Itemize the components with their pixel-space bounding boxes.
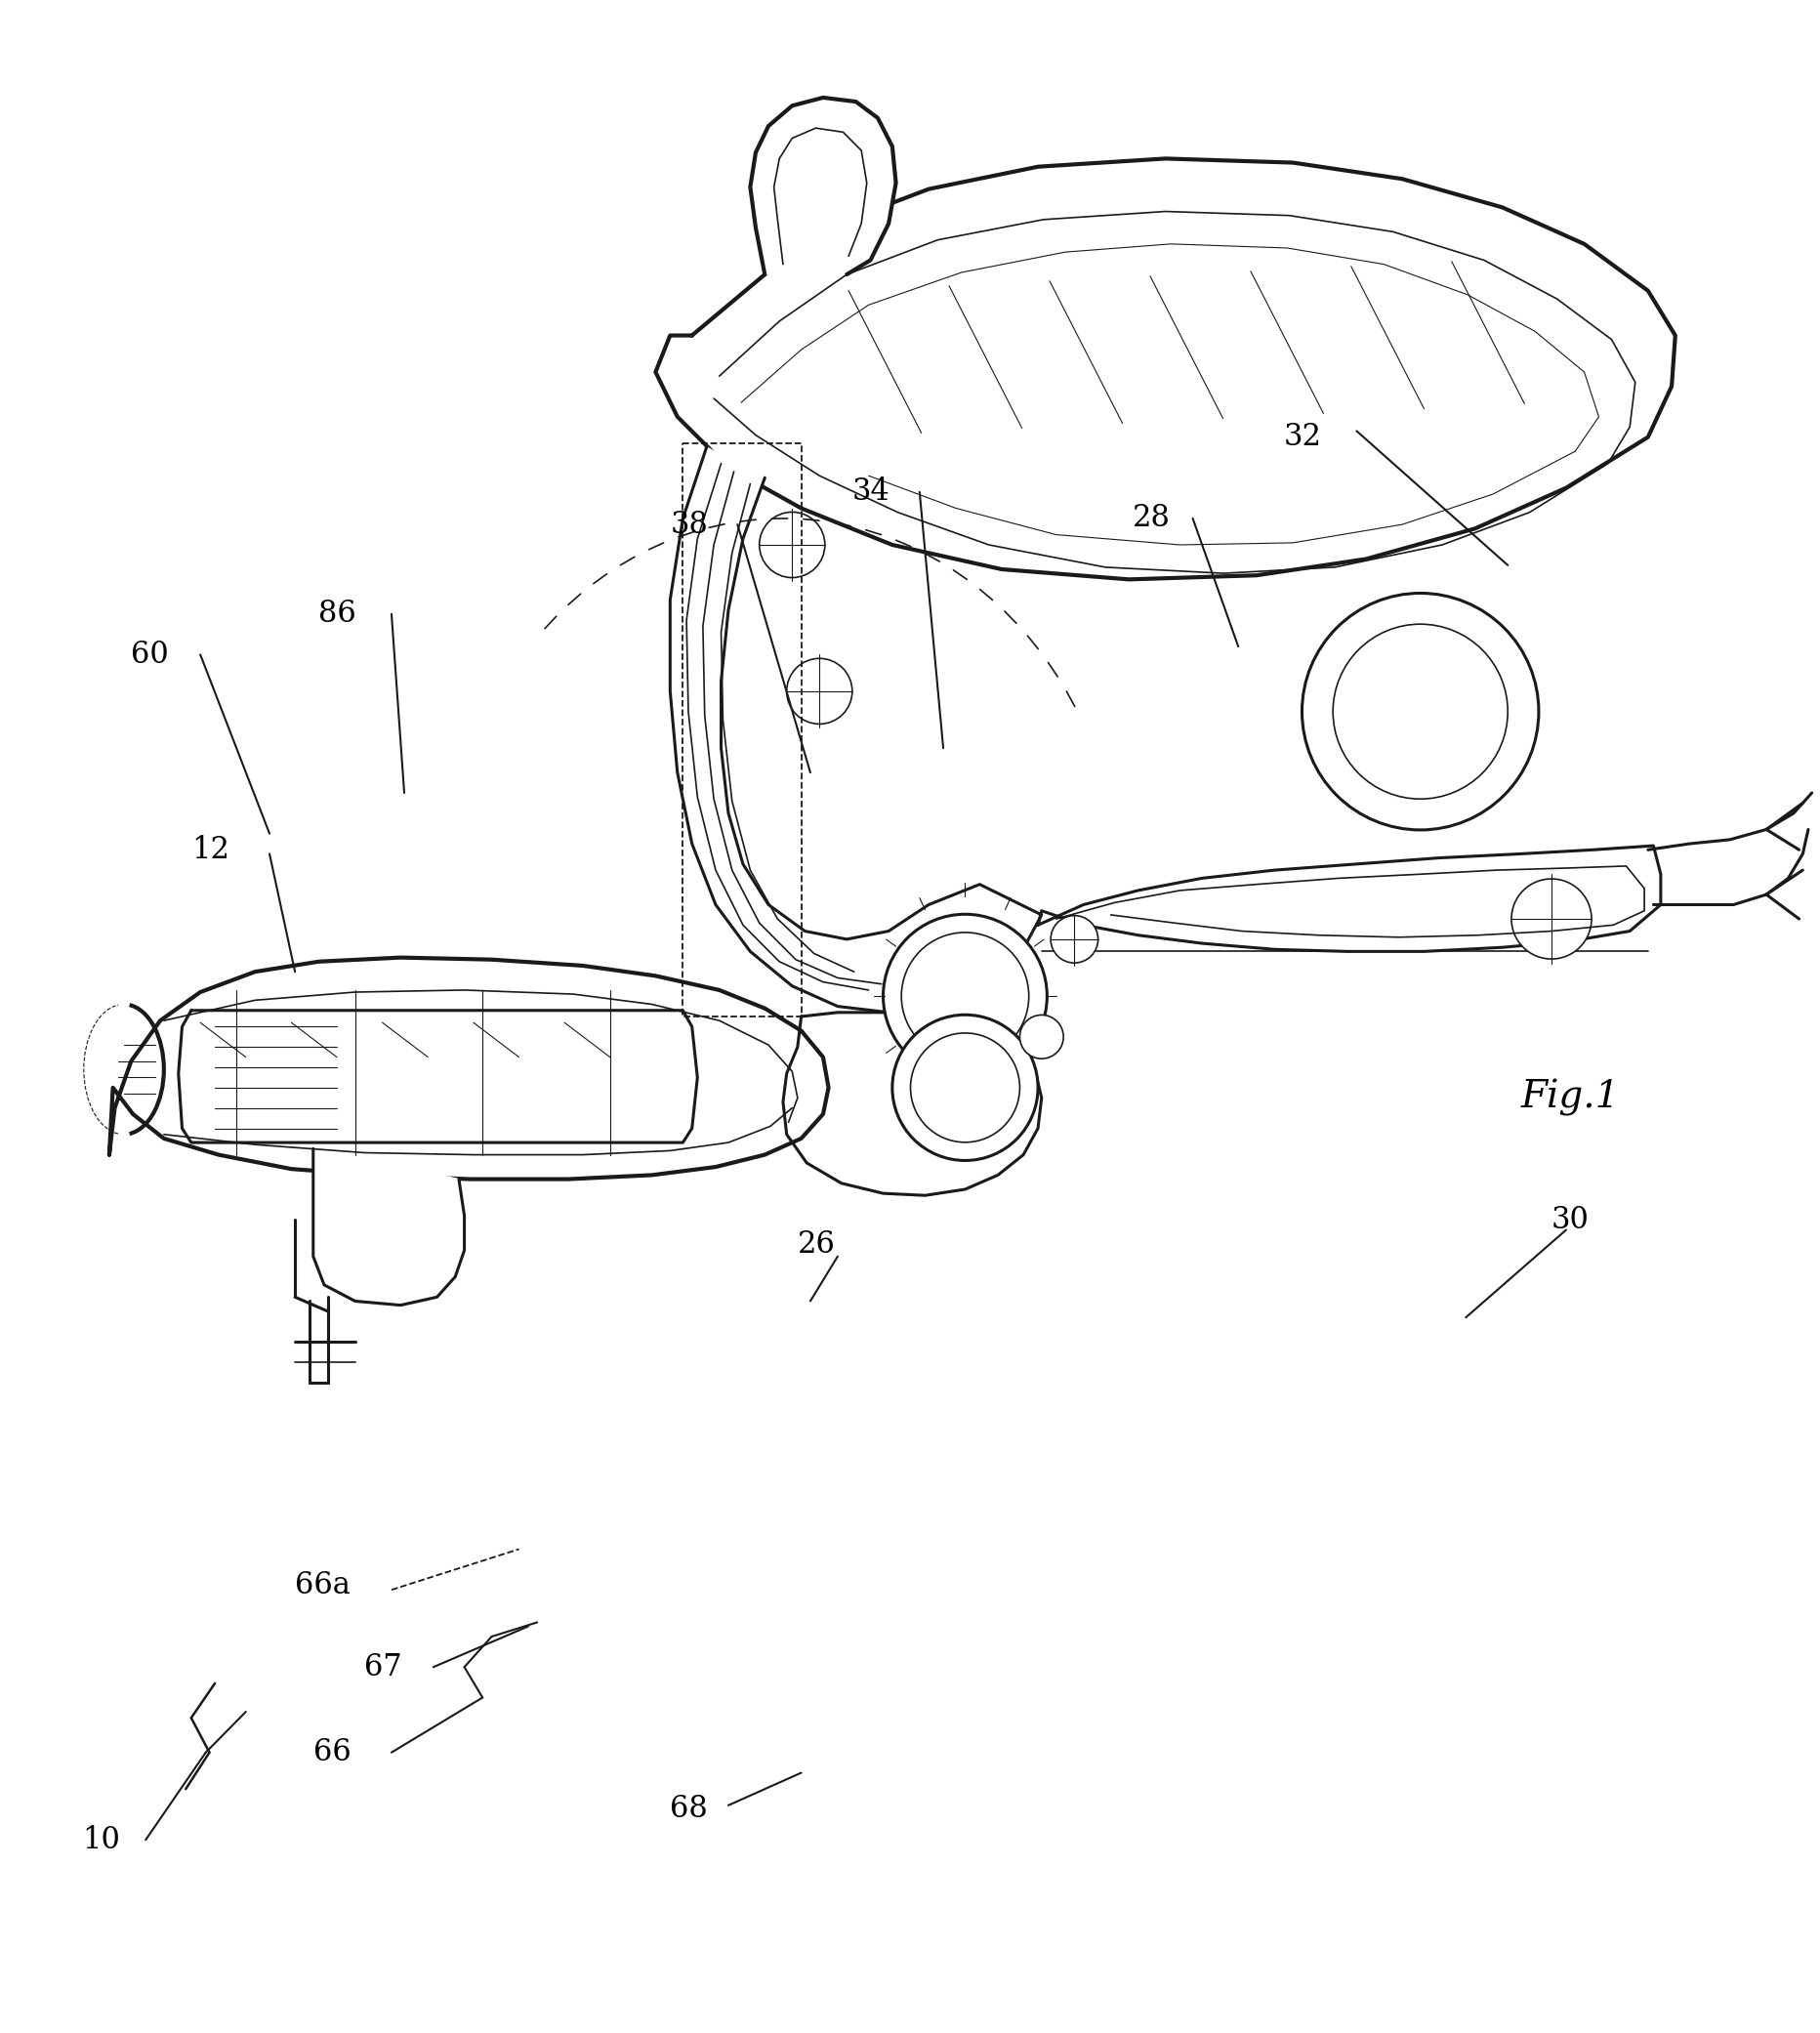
Text: 60: 60 bbox=[131, 640, 169, 669]
Circle shape bbox=[910, 1033, 1019, 1143]
Text: 26: 26 bbox=[797, 1230, 835, 1258]
Polygon shape bbox=[750, 98, 895, 274]
Polygon shape bbox=[1037, 846, 1660, 951]
Circle shape bbox=[1332, 624, 1507, 799]
Circle shape bbox=[759, 512, 824, 577]
Polygon shape bbox=[783, 1012, 1041, 1195]
Text: 68: 68 bbox=[670, 1795, 708, 1824]
Circle shape bbox=[901, 933, 1028, 1059]
Circle shape bbox=[883, 915, 1046, 1077]
Text: Fig.1: Fig.1 bbox=[1520, 1080, 1618, 1116]
Text: 38: 38 bbox=[670, 510, 708, 539]
Text: 10: 10 bbox=[82, 1826, 120, 1854]
Polygon shape bbox=[655, 159, 1674, 579]
Circle shape bbox=[1050, 915, 1097, 964]
Circle shape bbox=[892, 1014, 1037, 1161]
Circle shape bbox=[1301, 594, 1538, 829]
Circle shape bbox=[1019, 1014, 1063, 1059]
Polygon shape bbox=[313, 1149, 464, 1305]
Text: 12: 12 bbox=[191, 836, 229, 864]
Text: 30: 30 bbox=[1551, 1206, 1589, 1234]
Text: 67: 67 bbox=[364, 1653, 402, 1681]
Text: 34: 34 bbox=[852, 478, 890, 506]
Polygon shape bbox=[178, 1010, 697, 1143]
Text: 28: 28 bbox=[1132, 504, 1170, 533]
Polygon shape bbox=[109, 958, 828, 1179]
Text: 86: 86 bbox=[318, 600, 357, 628]
Circle shape bbox=[1511, 878, 1591, 960]
Text: 66: 66 bbox=[313, 1738, 351, 1767]
Circle shape bbox=[786, 659, 852, 724]
Text: 32: 32 bbox=[1283, 423, 1321, 451]
Polygon shape bbox=[670, 447, 1041, 1012]
Text: 66a: 66a bbox=[295, 1572, 349, 1600]
